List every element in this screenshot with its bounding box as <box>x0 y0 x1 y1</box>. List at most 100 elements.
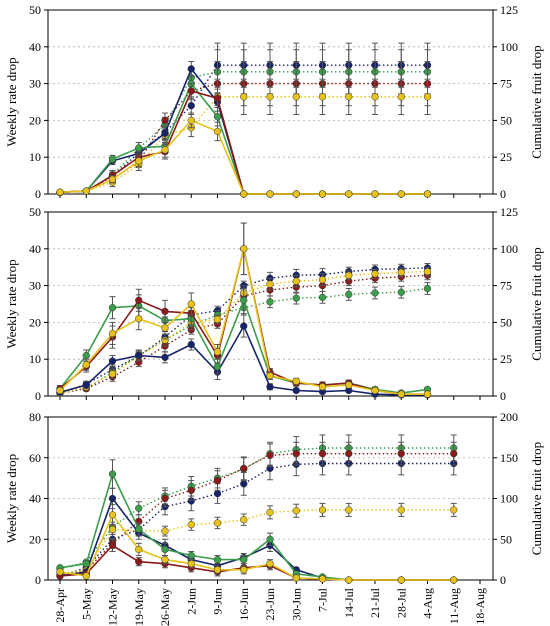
y2-tick-label: 100 <box>500 242 518 256</box>
chart-panel-1: 0 10 20 30 40 50 0 25 50 75 100 125 Weekly rate drop… <box>4 3 544 201</box>
data-point <box>240 322 248 330</box>
data-point <box>108 370 117 378</box>
y-tick-label: 20 <box>29 113 41 127</box>
x-tick-label: 21-Jul <box>368 587 382 618</box>
data-point <box>318 575 327 583</box>
y2-tick-label: 0 <box>500 389 506 403</box>
data-point <box>187 520 195 529</box>
data-point <box>318 293 327 302</box>
data-point <box>161 307 169 316</box>
data-point <box>108 329 117 338</box>
data-point <box>240 245 248 253</box>
data-point <box>292 190 300 198</box>
x-tick-label: 7-Jul <box>316 587 330 612</box>
plot-frame <box>47 416 494 581</box>
data-point <box>213 555 222 564</box>
data-point <box>187 486 195 495</box>
data-point <box>345 271 353 279</box>
y-tick-label: 20 <box>29 532 41 546</box>
data-point <box>108 175 117 183</box>
series-line <box>59 462 454 577</box>
data-point <box>108 155 117 163</box>
y2-tick-label: 75 <box>500 279 512 293</box>
series-8 <box>56 502 458 578</box>
x-tick-label: 19-May <box>132 588 146 626</box>
data-point <box>135 157 143 165</box>
data-point <box>82 381 90 389</box>
y-axis-title: Weekly rate drop <box>4 259 19 348</box>
data-point <box>213 489 222 498</box>
data-point <box>266 383 274 391</box>
data-point <box>266 508 274 517</box>
data-point <box>135 351 143 360</box>
data-point <box>187 87 195 95</box>
y2-tick-label: 125 <box>500 3 518 17</box>
data-point <box>318 93 327 101</box>
data-point <box>108 525 117 534</box>
y-tick-label: 30 <box>29 279 41 293</box>
series-line <box>59 544 454 581</box>
data-point <box>187 65 195 73</box>
y2-tick-label: 0 <box>500 187 506 201</box>
data-point <box>450 450 458 458</box>
data-point <box>161 555 169 564</box>
data-point <box>213 348 222 356</box>
y-tick-label: 80 <box>29 410 41 424</box>
data-point <box>187 116 195 125</box>
data-point <box>266 372 274 380</box>
y-tick-label: 20 <box>29 315 41 329</box>
data-point <box>423 93 432 101</box>
y2-tick-label: 50 <box>500 532 512 546</box>
data-point <box>423 267 432 276</box>
data-point <box>161 146 169 154</box>
data-point <box>292 277 300 285</box>
data-point <box>135 545 143 554</box>
data-point <box>345 576 353 584</box>
data-point <box>82 572 90 580</box>
y-tick-label: 30 <box>29 77 41 91</box>
y2-tick-label: 100 <box>500 492 518 506</box>
data-point <box>345 450 353 458</box>
data-point <box>213 362 222 371</box>
data-point <box>345 381 353 389</box>
chart-panel-2: 0 10 20 30 40 50 0 25 50 75 100 125 Weekly rate drop… <box>4 205 544 403</box>
y-tick-label: 0 <box>35 389 41 403</box>
x-tick-label: 2-Jun <box>184 588 198 615</box>
data-point <box>108 541 117 550</box>
x-tick-label: 16-Jun <box>237 588 251 621</box>
data-point <box>397 268 405 277</box>
data-point <box>318 506 327 514</box>
x-tick-label: 30-Jun <box>289 588 303 621</box>
y-tick-label: 10 <box>29 150 41 164</box>
data-point <box>213 476 222 485</box>
data-point <box>82 187 90 195</box>
data-point <box>318 450 327 458</box>
series-line <box>59 509 454 575</box>
data-point <box>108 494 117 503</box>
data-point <box>266 93 274 101</box>
data-point <box>161 527 169 535</box>
y-axis-title: Weekly rate drop <box>4 454 19 543</box>
data-point <box>240 93 248 101</box>
y2-tick-label: 50 <box>500 113 512 127</box>
data-point <box>371 190 379 198</box>
y2-axis-title: Cumulative fruit drop <box>529 442 544 555</box>
data-point <box>135 315 143 323</box>
chart-panel-3: 0 20 40 60 80 0 50 100 150 200 Weekly rate drop Cum… <box>4 410 544 626</box>
data-point <box>82 351 90 360</box>
y-tick-label: 40 <box>29 492 41 506</box>
y-tick-label: 0 <box>35 573 41 587</box>
data-point <box>345 190 353 198</box>
series-1 <box>56 487 458 584</box>
data-point <box>371 386 379 395</box>
data-point <box>135 558 143 566</box>
series-line <box>59 513 454 581</box>
data-point <box>371 270 379 278</box>
data-point <box>266 298 274 306</box>
plot-frame <box>47 211 494 397</box>
x-tick-label: 11-Aug <box>447 588 461 624</box>
data-point <box>397 93 405 101</box>
series-4 <box>56 222 432 398</box>
data-point <box>82 361 90 369</box>
